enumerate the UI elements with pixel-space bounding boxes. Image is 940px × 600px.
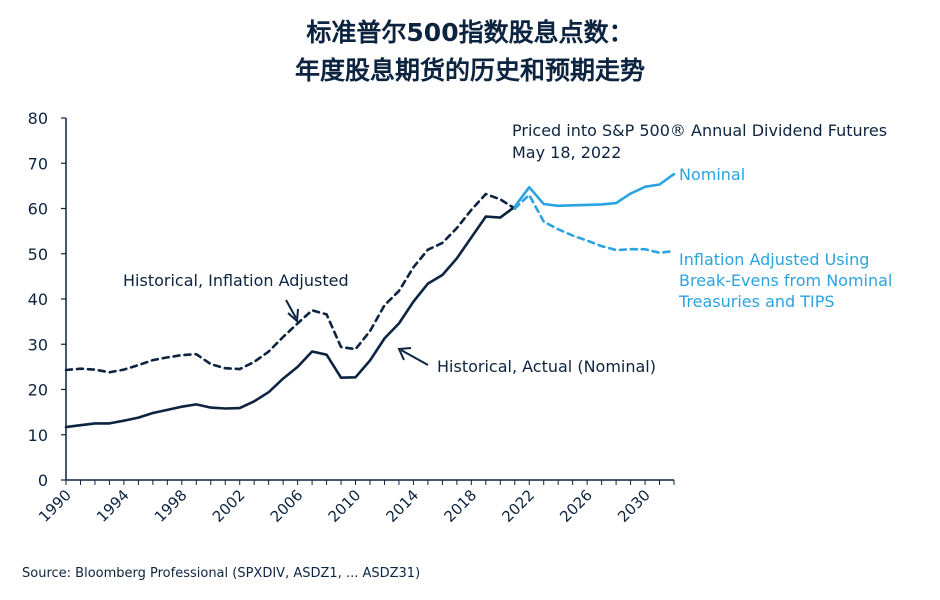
y-tick-label: 50 bbox=[28, 245, 48, 264]
x-tick-label: 2030 bbox=[614, 486, 654, 526]
arrow-historical-inflation-adjusted bbox=[285, 299, 299, 324]
y-tick-label: 0 bbox=[38, 471, 48, 490]
x-tick-label: 1990 bbox=[35, 486, 75, 526]
y-tick-label: 40 bbox=[28, 290, 48, 309]
futures-header-line-1: Priced into S&P 500® Annual Dividend Fut… bbox=[512, 121, 887, 140]
futures-header-line-2: May 18, 2022 bbox=[512, 143, 621, 162]
x-tick-label: 2014 bbox=[383, 486, 423, 526]
chart-title-line-2: 年度股息期货的历史和预期走势 bbox=[294, 56, 645, 85]
series-line-0 bbox=[64, 205, 517, 429]
x-tick-label: 2018 bbox=[440, 486, 480, 526]
x-tick-label: 2002 bbox=[209, 486, 249, 526]
label-historical-inflation-adjusted: Historical, Inflation Adjusted bbox=[123, 271, 349, 290]
series-line-3 bbox=[513, 193, 676, 255]
x-tick-label: 1998 bbox=[151, 486, 191, 526]
series-line-1 bbox=[64, 192, 517, 374]
label-historical-actual: Historical, Actual (Nominal) bbox=[437, 357, 656, 376]
y-tick-label: 80 bbox=[28, 109, 48, 128]
label-inflation-adjusted-line-1: Inflation Adjusted Using bbox=[679, 250, 869, 269]
x-tick-label: 2006 bbox=[267, 486, 307, 526]
label-inflation-adjusted-line-2: Break-Evens from Nominal bbox=[679, 271, 892, 290]
y-tick-label: 60 bbox=[28, 200, 48, 219]
x-tick-label: 2022 bbox=[498, 486, 538, 526]
x-tick-label: 2010 bbox=[325, 486, 365, 526]
source-note: Source: Bloomberg Professional (SPXDIV, … bbox=[22, 566, 421, 581]
x-tick-label: 2026 bbox=[556, 486, 596, 526]
label-nominal: Nominal bbox=[679, 165, 745, 184]
y-tick-label: 30 bbox=[28, 335, 48, 354]
series-lines bbox=[64, 172, 676, 429]
y-tick-label: 20 bbox=[28, 381, 48, 400]
label-inflation-adjusted-line-3: Treasuries and TIPS bbox=[678, 292, 835, 311]
y-tick-label: 10 bbox=[28, 426, 48, 445]
annotations: Priced into S&P 500® Annual Dividend Fut… bbox=[123, 121, 892, 376]
arrow-historical-actual bbox=[397, 347, 429, 366]
y-tick-label: 70 bbox=[28, 154, 48, 173]
series-line-2 bbox=[513, 172, 676, 208]
chart-title-line-1: 标准普尔500指数股息点数： bbox=[306, 18, 634, 47]
x-tick-label: 1994 bbox=[93, 486, 133, 526]
